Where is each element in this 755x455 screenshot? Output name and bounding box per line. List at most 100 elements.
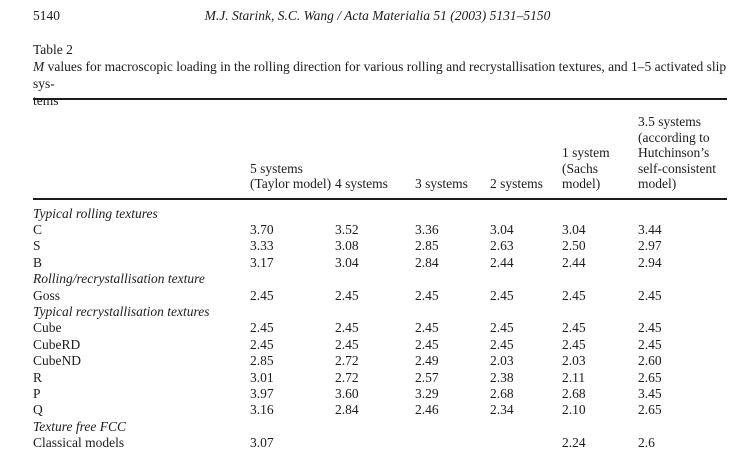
cell-value: 2.34 [490,402,514,418]
cell-value: 2.46 [415,402,439,418]
column-header-line: (Taylor model) [250,176,332,191]
cell-value: 2.68 [490,385,514,401]
column-header-line: (Sachs [562,160,598,176]
cell-value: 2.65 [638,402,662,418]
spacer-row [33,452,727,455]
cell-value: 3.70 [250,221,274,237]
cell-value: 3.60 [335,385,359,401]
section-label: Typical recrystallisation textures [33,303,210,319]
cell-value: 2.85 [415,238,439,254]
cell-value: 2.03 [490,353,514,369]
column-header-line: model) [562,176,601,191]
running-title: M.J. Starink, S.C. Wang / Acta Materiali… [204,8,551,23]
table-row: C 3.70 3.52 3.36 3.04 3.04 3.44 [33,222,727,238]
cell-value: 3.33 [250,238,274,254]
row-label: S [33,238,41,254]
cell-value: 2.44 [562,254,586,270]
caption-line1: values for macroscopic loading in the ro… [33,59,727,91]
table-row: S 3.33 3.08 2.85 2.63 2.50 2.97 [33,238,727,254]
column-header-col-4-systems: 4 systems [335,99,415,199]
column-header-line: 3.5 systems [638,114,702,129]
cell-value: 2.72 [335,353,359,369]
section-label: Typical rolling textures [33,205,158,221]
cell-value: 2.45 [638,336,662,352]
cell-value: 2.49 [415,353,439,369]
cell-value: 2.84 [415,254,439,270]
cell-value: 2.45 [250,287,274,303]
row-label: Goss [33,287,61,303]
table-row: CubeRD 2.45 2.45 2.45 2.45 2.45 2.45 [33,337,727,353]
table-body: Typical rolling textures C 3.70 3.52 3.36 3.0… [33,199,727,455]
row-label: CubeND [33,353,81,369]
column-header-col-1-system: 1 system (Sachs model) [562,99,638,199]
cell-value: 2.44 [490,254,514,270]
row-label: P [33,385,41,401]
table-label: Table 2 [33,42,73,57]
table-row: Q 3.16 2.84 2.46 2.34 2.10 2.65 [33,402,727,418]
caption-line2: tems [33,93,59,108]
column-header-col-5-systems: 5 systems (Taylor model) [250,99,335,199]
cell-value: 2.45 [562,287,586,303]
cell-value: 2.24 [562,435,586,451]
cell-value: 2.45 [415,336,439,352]
cell-value: 2.85 [250,353,274,369]
cell-value: 2.45 [562,320,586,336]
m-values-table: 5 systems (Taylor model) 4 systems 3 system… [33,98,727,455]
section-row: Texture free FCC [33,419,727,435]
row-label: C [33,221,43,237]
cell-value: 2.57 [415,369,439,385]
column-header-col-2-systems: 2 systems [490,99,562,199]
column-header-line: (according to [638,129,710,145]
cell-value [335,435,415,451]
table-row: P 3.97 3.60 3.29 2.68 2.68 3.45 [33,386,727,402]
cell-value: 2.45 [562,336,586,352]
column-header-col-3-systems: 3 systems [415,99,490,199]
column-header-line: 2 systems [490,176,543,191]
table-caption: M values for macroscopic loading in the … [33,58,727,109]
cell-value: 2.60 [638,353,662,369]
table-row: R 3.01 2.72 2.57 2.38 2.11 2.65 [33,370,727,386]
section-row: Rolling/recrystallisation texture [33,271,727,287]
cell-value: 3.16 [250,402,274,418]
cell-value: 2.38 [490,369,514,385]
row-label: Classical models [33,435,125,451]
cell-value: 3.29 [415,385,439,401]
cell-value: 3.04 [562,221,586,237]
cell-value: 2.65 [638,369,662,385]
table-row: Classical models 3.07 2.24 2.6 [33,435,727,451]
cell-value: 3.52 [335,221,359,237]
column-header-line: model) [638,176,677,191]
table-row: Goss 2.45 2.45 2.45 2.45 2.45 2.45 [33,288,727,304]
column-header-line: 3 systems [415,176,468,191]
cell-value: 2.68 [562,385,586,401]
column-header-line: Hutchinson’s [638,145,710,160]
cell-value: 2.97 [638,238,662,254]
cell-value: 2.45 [415,287,439,303]
cell-value: 2.45 [335,336,359,352]
column-header-line: 4 systems [335,176,388,191]
spacer-cell [33,452,727,455]
cell-value: 2.45 [490,287,514,303]
cell-value: 3.08 [335,238,359,254]
cell-value: 2.6 [638,435,655,451]
cell-value: 3.97 [250,385,274,401]
cell-value: 2.72 [335,369,359,385]
column-header-col-3-5-systems: 3.5 systems (according to Hutchinson’s self… [638,99,727,199]
column-header-row-label-column [33,99,250,199]
row-label: Cube [33,320,62,336]
page-number: 5140 [33,8,60,23]
cell-value: 2.45 [250,336,274,352]
cell-value: 3.44 [638,221,662,237]
cell-value: 3.36 [415,221,439,237]
table-header-row: 5 systems (Taylor model) 4 systems 3 system… [33,99,727,199]
data-table: 5 systems (Taylor model) 4 systems 3 system… [33,98,727,455]
column-header-line: self-consistent [638,160,716,176]
cell-value: 2.45 [638,287,662,303]
section-label: Rolling/recrystallisation texture [33,271,205,287]
cell-value: 2.45 [335,320,359,336]
cell-value [415,435,490,451]
table-row: CubeND 2.85 2.72 2.49 2.03 2.03 2.60 [33,353,727,369]
row-label: R [33,369,43,385]
section-label: Texture free FCC [33,418,126,434]
table-row: B 3.17 3.04 2.84 2.44 2.44 2.94 [33,255,727,271]
